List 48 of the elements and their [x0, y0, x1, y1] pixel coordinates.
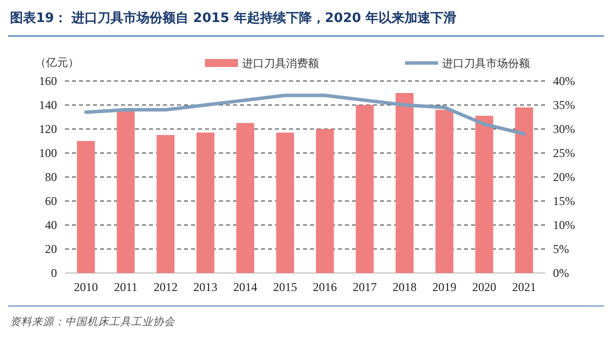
x-tick-label: 2014	[233, 280, 258, 294]
text: 资料来源：中国机床工具工业协会	[10, 316, 176, 328]
x-tick-label: 2018	[392, 280, 417, 294]
x-tick-label: 2012	[154, 280, 178, 294]
y-tick-label: 20	[45, 242, 57, 256]
bar	[435, 110, 454, 273]
bar	[76, 141, 95, 273]
y-tick-label: 160	[39, 74, 57, 88]
y-tick-label: 120	[39, 122, 57, 136]
y2-tick-label: 35%	[553, 98, 575, 112]
x-tick-label: 2019	[432, 280, 456, 294]
chart-title: 图表19： 进口刀具市场份额自 2015 年起持续下降，2020 年以来加速下滑	[10, 10, 457, 26]
x-tick-label: 2011	[114, 280, 138, 294]
bar	[396, 93, 414, 273]
bar	[356, 105, 374, 273]
bar	[515, 107, 534, 273]
x-tick-label: 2010	[74, 280, 98, 294]
x-tick-label: 2017	[352, 280, 377, 294]
y2-tick-label: 0%	[553, 266, 569, 280]
y-tick-label: 60	[45, 194, 57, 208]
bar	[116, 111, 135, 273]
x-tick-label: 2015	[273, 280, 298, 294]
bar	[475, 116, 494, 273]
bar	[316, 129, 334, 273]
y-tick-label: 80	[45, 170, 57, 184]
line-series	[84, 94, 526, 136]
y2-tick-label: 40%	[553, 74, 575, 88]
bar	[236, 123, 254, 273]
legend-label: 进口刀具市场份额	[442, 56, 530, 70]
y2-tick-label: 15%	[553, 194, 575, 208]
x-tick-label: 2020	[472, 280, 496, 294]
legend-label: 进口刀具消费额	[242, 56, 319, 70]
y-tick-label: 0	[51, 266, 57, 280]
y2-tick-label: 5%	[553, 242, 569, 256]
y2-tick-label: 30%	[553, 122, 575, 136]
y-tick-label: 100	[39, 146, 57, 160]
x-tick-label: 2013	[193, 280, 218, 294]
y-tick-label: 140	[39, 98, 57, 112]
bar	[196, 132, 214, 273]
y-tick-label: 40	[45, 218, 57, 232]
x-tick-label: 2021	[512, 280, 536, 294]
x-tick-label: 2016	[312, 280, 337, 294]
bar	[156, 135, 175, 273]
y2-tick-label: 10%	[553, 218, 575, 232]
y2-tick-label: 20%	[553, 170, 575, 184]
bar	[276, 132, 294, 273]
y2-tick-label: 25%	[553, 146, 575, 160]
y-axis-title: （亿元）	[35, 56, 79, 69]
